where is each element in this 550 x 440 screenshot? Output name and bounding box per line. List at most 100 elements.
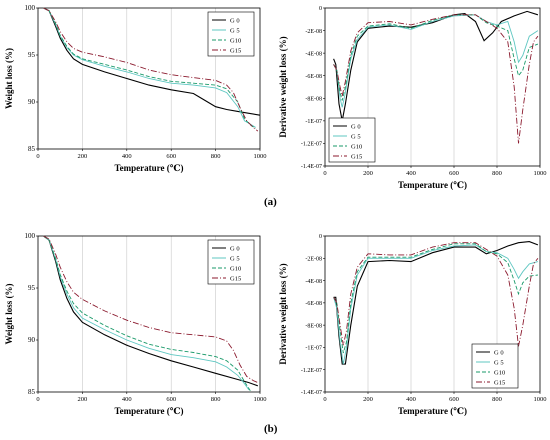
x-tick-label: 800 bbox=[492, 396, 502, 403]
x-tick-label: 0 bbox=[36, 153, 39, 160]
y-tick-label: -6E-08 bbox=[305, 301, 322, 307]
legend-box bbox=[471, 343, 519, 389]
chart-a-derivative: 0 200 400 600 800 1000 0 -2E-08 -4E-08 -6E-08 -8E-… bbox=[278, 6, 547, 190]
legend-label: G 0 bbox=[230, 17, 240, 24]
x-tick-label: 800 bbox=[211, 153, 221, 160]
y-tick-label: 0 bbox=[319, 6, 322, 12]
y-axis-label: Weight loss (%) bbox=[4, 48, 14, 109]
x-tick-label: 200 bbox=[363, 396, 373, 403]
y-tick-label: 85 bbox=[28, 388, 36, 396]
y-tick-label: -2E-08 bbox=[305, 256, 322, 262]
series-line-g5 bbox=[333, 244, 539, 365]
legend-label: G15 bbox=[230, 47, 241, 54]
legend-label: G 0 bbox=[494, 349, 504, 356]
plot-frame bbox=[37, 235, 261, 393]
y-tick-label: 0 bbox=[319, 234, 322, 240]
y-tick-label: -8E-08 bbox=[305, 323, 322, 329]
x-axis-label: Temperature (℃) bbox=[398, 406, 467, 416]
legend-label: G15 bbox=[230, 275, 241, 282]
series-line-g10 bbox=[333, 14, 539, 101]
y-tick-label: -1E-07 bbox=[305, 119, 322, 125]
legend-label: G 5 bbox=[494, 359, 504, 366]
y-tick-label: -1.4E-07 bbox=[301, 164, 322, 170]
y-axis-label: Derivative weight loss (%) bbox=[278, 36, 288, 137]
legend-label: G 5 bbox=[230, 27, 240, 34]
series-line-g0 bbox=[333, 10, 539, 122]
y-axis-label: Weight loss (%) bbox=[4, 283, 14, 344]
chart-a-weight: 0 200 400 600 800 1000 85 90 95 100 Temperature (℃… bbox=[4, 4, 267, 173]
y-tick-label: -1.4E-07 bbox=[301, 390, 322, 396]
x-axis-label: Temperature (℃) bbox=[398, 180, 467, 190]
legend-box bbox=[207, 239, 255, 285]
y-tick-label: -1E-07 bbox=[305, 346, 322, 352]
series-line-g10 bbox=[43, 235, 252, 393]
x-tick-label: 600 bbox=[166, 153, 176, 160]
y-tick-label: -2E-08 bbox=[305, 29, 322, 35]
y-tick-label: 100 bbox=[25, 4, 36, 12]
x-tick-label: 600 bbox=[449, 396, 459, 403]
x-tick-label: 0 bbox=[323, 396, 326, 403]
legend-box bbox=[207, 11, 255, 57]
y-tick-label: 90 bbox=[28, 336, 36, 344]
y-tick-label: -1.2E-07 bbox=[301, 142, 322, 148]
x-tick-label: 1000 bbox=[254, 153, 267, 160]
legend-box bbox=[328, 117, 376, 163]
legend-label: G 0 bbox=[351, 123, 361, 130]
legend: G 0 G 5 G10 G15 bbox=[328, 117, 376, 163]
legend-label: G15 bbox=[494, 379, 505, 386]
x-tick-label: 400 bbox=[122, 396, 132, 403]
x-tick-label: 1000 bbox=[254, 396, 267, 403]
series-line-g15 bbox=[43, 7, 259, 132]
series-line-g0 bbox=[43, 7, 261, 116]
y-tick-label: -6E-08 bbox=[305, 74, 322, 80]
panel-label-a: (a) bbox=[264, 196, 277, 208]
panel-label-b: (b) bbox=[264, 423, 278, 435]
series-line-g0 bbox=[43, 235, 258, 387]
series-line-g15 bbox=[333, 14, 539, 144]
x-tick-label: 200 bbox=[78, 153, 88, 160]
y-tick-label: 95 bbox=[28, 284, 36, 292]
x-tick-label: 0 bbox=[323, 170, 326, 177]
x-tick-label: 0 bbox=[36, 396, 39, 403]
legend: G 0 G 5 G10 G15 bbox=[207, 239, 255, 285]
x-tick-label: 400 bbox=[406, 396, 416, 403]
series-line-g5 bbox=[333, 14, 539, 108]
legend: G 0 G 5 G10 G15 bbox=[471, 343, 519, 389]
legend-label: G10 bbox=[230, 37, 241, 44]
series-line-g15 bbox=[333, 242, 539, 347]
x-tick-label: 200 bbox=[78, 396, 88, 403]
y-axis-label: Derivative weight loss (%) bbox=[278, 263, 288, 364]
legend-label: G15 bbox=[351, 153, 362, 160]
plot-frame bbox=[37, 7, 261, 150]
y-tick-label: 85 bbox=[28, 145, 36, 153]
plot-frame bbox=[324, 7, 541, 167]
y-tick-label: -8E-08 bbox=[305, 96, 322, 102]
x-tick-label: 400 bbox=[406, 170, 416, 177]
legend-label: G 5 bbox=[230, 255, 240, 262]
x-axis-label: Temperature (℃) bbox=[114, 163, 183, 173]
series-line-g5 bbox=[43, 235, 250, 391]
chart-b-derivative: 0 200 400 600 800 1000 0 -2E-08 -4E-08 -6E-08 -8E-… bbox=[278, 234, 547, 416]
y-tick-label: 90 bbox=[28, 98, 36, 106]
y-tick-label: -1.2E-07 bbox=[301, 368, 322, 374]
legend-label: G10 bbox=[494, 369, 505, 376]
x-tick-label: 600 bbox=[166, 396, 176, 403]
legend: G 0 G 5 G10 G15 bbox=[207, 11, 255, 57]
y-tick-label: 100 bbox=[25, 232, 36, 240]
series-line-g15 bbox=[43, 235, 258, 384]
x-tick-label: 1000 bbox=[534, 170, 547, 177]
x-tick-label: 800 bbox=[492, 170, 502, 177]
x-tick-label: 200 bbox=[363, 170, 373, 177]
x-tick-label: 800 bbox=[211, 396, 221, 403]
series-line-g10 bbox=[333, 243, 538, 354]
legend-label: G 5 bbox=[351, 133, 361, 140]
y-tick-label: -4E-08 bbox=[305, 51, 322, 57]
series-line-g0 bbox=[333, 241, 539, 365]
y-tick-label: -4E-08 bbox=[305, 279, 322, 285]
x-tick-label: 1000 bbox=[534, 396, 547, 403]
y-tick-label: 95 bbox=[28, 51, 36, 59]
x-tick-label: 600 bbox=[449, 170, 459, 177]
x-axis-label: Temperature (℃) bbox=[114, 406, 183, 416]
legend-label: G 0 bbox=[230, 245, 240, 252]
